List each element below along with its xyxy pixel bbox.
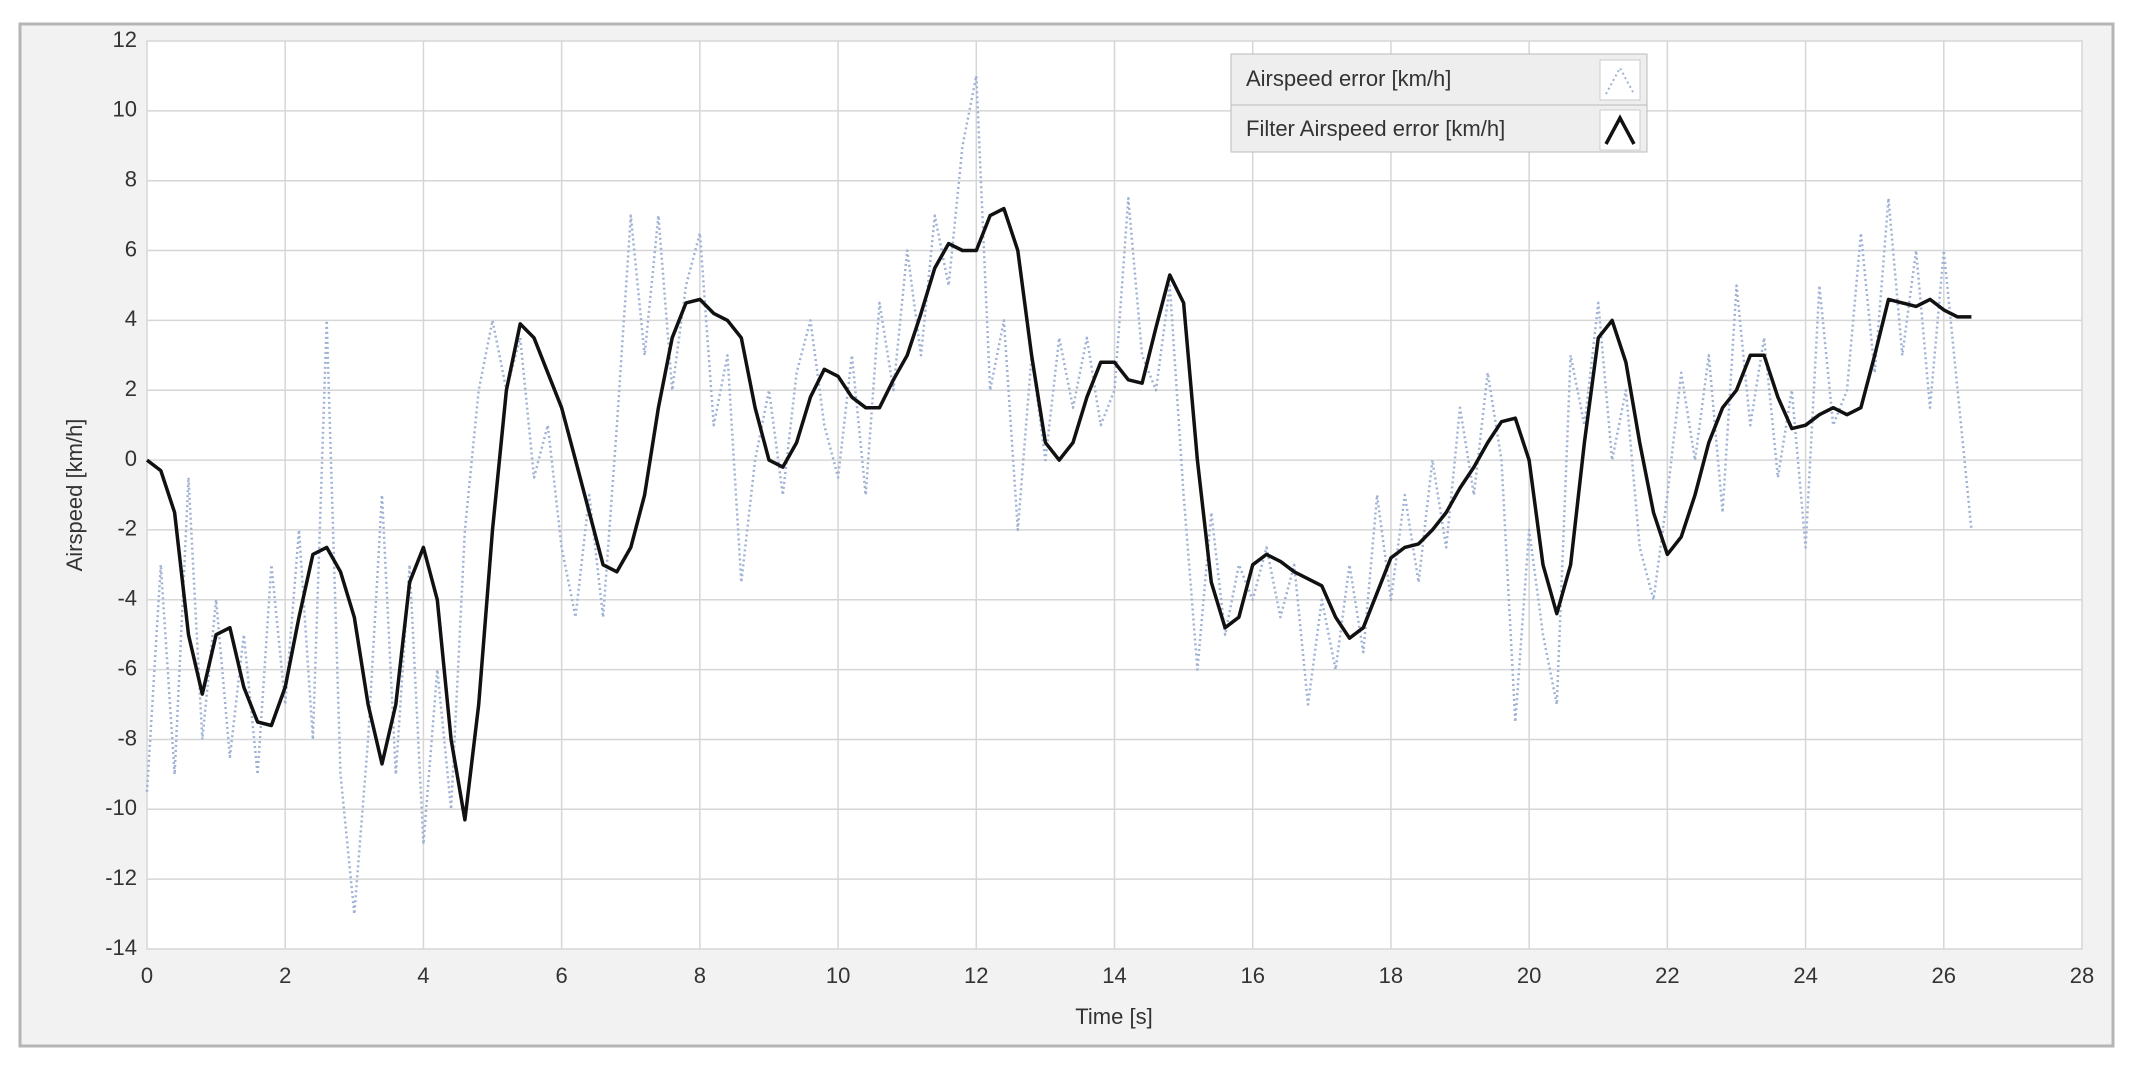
x-tick-label: 28	[2070, 963, 2094, 988]
x-tick-label: 20	[1517, 963, 1541, 988]
y-tick-label: -8	[117, 725, 137, 750]
y-tick-label: -6	[117, 655, 137, 680]
x-tick-label: 24	[1793, 963, 1817, 988]
y-tick-label: 8	[125, 167, 137, 192]
legend-swatch	[1604, 114, 1636, 145]
y-tick-label: -14	[105, 935, 137, 960]
x-tick-label: 26	[1932, 963, 1956, 988]
grid	[146, 40, 2083, 950]
lines	[145, 74, 1973, 916]
x-tick-label: 10	[826, 963, 850, 988]
x-tick-label: 22	[1655, 963, 1679, 988]
y-tick-label: -2	[117, 516, 137, 541]
x-tick-label: 2	[279, 963, 291, 988]
legend-box	[1230, 53, 1648, 153]
y-tick-label: 10	[113, 97, 137, 122]
y-tick-label: 6	[125, 236, 137, 261]
y-tick-label: -12	[105, 865, 137, 890]
x-tick-label: 18	[1379, 963, 1403, 988]
x-tick-label: 0	[141, 963, 153, 988]
legend-label: Filter Airspeed error [km/h]	[1246, 116, 1505, 141]
y-tick-label: 12	[113, 27, 137, 52]
y-tick-label: -4	[117, 586, 137, 611]
legend: Airspeed error [km/h] Filter Airspeed err…	[1230, 53, 1648, 153]
series-line	[145, 206, 1972, 822]
x-tick-label: 16	[1240, 963, 1264, 988]
x-tick-label: 8	[694, 963, 706, 988]
x-tick-label: 6	[556, 963, 568, 988]
y-tick-label: 0	[125, 446, 137, 471]
y-tick-label: 4	[125, 306, 137, 331]
y-axis-label: Airspeed [km/h]	[62, 419, 87, 572]
y-tick-label: 2	[125, 376, 137, 401]
x-tick-label: 4	[417, 963, 429, 988]
y-tick-label: -10	[105, 795, 137, 820]
legend-label: Airspeed error [km/h]	[1246, 66, 1451, 91]
x-tick-label: 12	[964, 963, 988, 988]
x-tick-label: 14	[1102, 963, 1126, 988]
x-axis-label: Time [s]	[1075, 1004, 1152, 1029]
